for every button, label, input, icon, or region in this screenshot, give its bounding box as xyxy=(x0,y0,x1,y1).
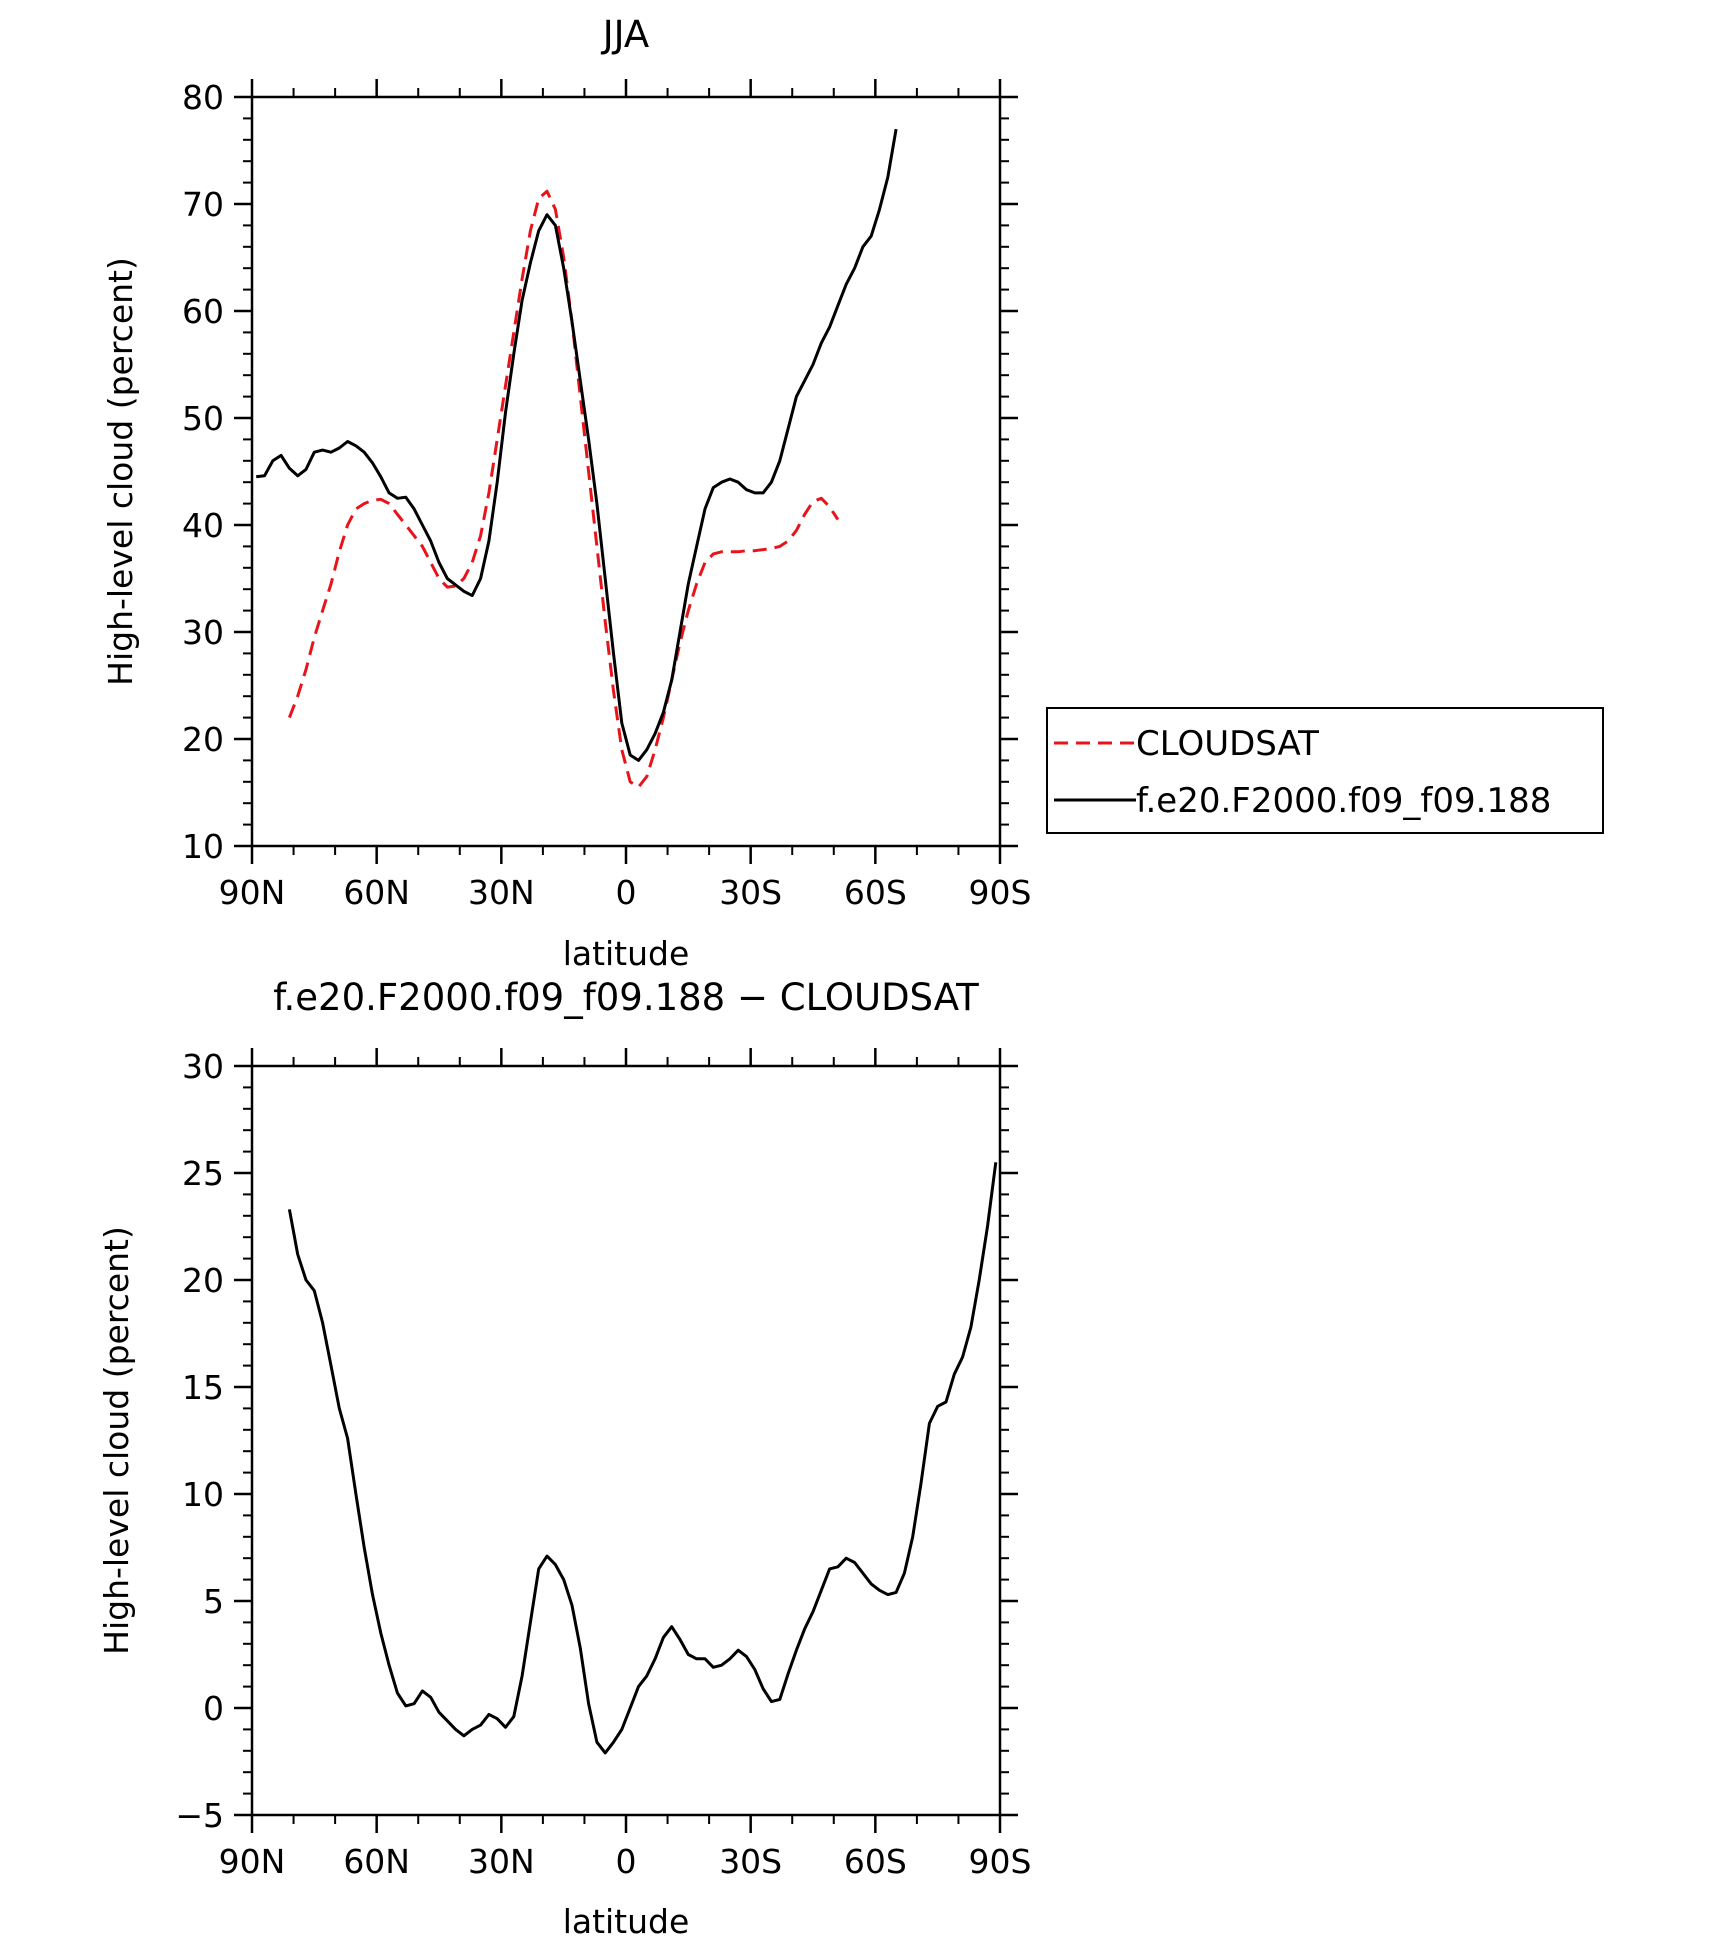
x-tick-label: 90S xyxy=(969,873,1032,912)
y-axis-label: High-level cloud (percent) xyxy=(101,257,140,686)
x-tick-label: 60S xyxy=(844,873,907,912)
x-tick-label: 30S xyxy=(719,873,782,912)
x-axis-label: latitude xyxy=(563,934,690,973)
x-tick-label: 30S xyxy=(719,1842,782,1881)
chart-title: JJA xyxy=(601,13,650,56)
y-tick-label: 40 xyxy=(182,506,224,545)
x-tick-label: 30N xyxy=(468,1842,535,1881)
y-tick-label: 70 xyxy=(182,185,224,224)
y-tick-label: −5 xyxy=(175,1796,224,1835)
y-tick-label: 15 xyxy=(182,1368,224,1407)
x-tick-label: 60N xyxy=(343,1842,410,1881)
y-tick-label: 20 xyxy=(182,1261,224,1300)
y-tick-label: 10 xyxy=(182,1475,224,1514)
y-tick-label: 50 xyxy=(182,399,224,438)
x-tick-label: 60S xyxy=(844,1842,907,1881)
legend: CLOUDSAT f.e20.F2000.f09_f09.188 xyxy=(1046,707,1604,834)
y-axis-label: High-level cloud (percent) xyxy=(97,1226,136,1655)
series-line-cloudsat xyxy=(288,189,840,789)
y-tick-label: 10 xyxy=(182,827,224,866)
chart-panel-1: JJA 90N 60N 30N 0 30S 60S 90S 10 20 30 40 50 60 70 80 la… xyxy=(101,13,1604,973)
x-tick-label: 90N xyxy=(219,873,286,912)
series-line-f-e20-f2000-f09-f09-188 xyxy=(256,128,898,762)
y-tick-label: 20 xyxy=(182,720,224,759)
chart-panel-2: f.e20.F2000.f09_f09.188 − CLOUDSAT 90N 60N… xyxy=(97,976,1031,1939)
x-tick-label: 60N xyxy=(343,873,410,912)
x-tick-label: 30N xyxy=(468,873,535,912)
x-tick-label: 90S xyxy=(969,1842,1032,1881)
y-tick-label: 0 xyxy=(203,1689,224,1728)
legend-box xyxy=(1046,707,1604,834)
x-tick-label: 90N xyxy=(219,1842,286,1881)
y-tick-label: 80 xyxy=(182,78,224,117)
y-tick-label: 25 xyxy=(182,1154,224,1193)
x-tick-label: 0 xyxy=(616,1842,637,1881)
x-axis-label: latitude xyxy=(563,1902,690,1939)
y-tick-label: 30 xyxy=(182,1047,224,1086)
chart-title: f.e20.F2000.f09_f09.188 − CLOUDSAT xyxy=(273,976,979,1019)
y-tick-label: 5 xyxy=(203,1582,224,1621)
legend-label: CLOUDSAT xyxy=(1136,724,1319,764)
x-tick-label: 0 xyxy=(616,873,637,912)
y-tick-label: 30 xyxy=(182,613,224,652)
series-line-difference xyxy=(287,1162,998,1755)
y-tick-label: 60 xyxy=(182,292,224,331)
plot-frame xyxy=(250,1064,1002,1817)
legend-label: f.e20.F2000.f09_f09.188 xyxy=(1136,781,1551,821)
